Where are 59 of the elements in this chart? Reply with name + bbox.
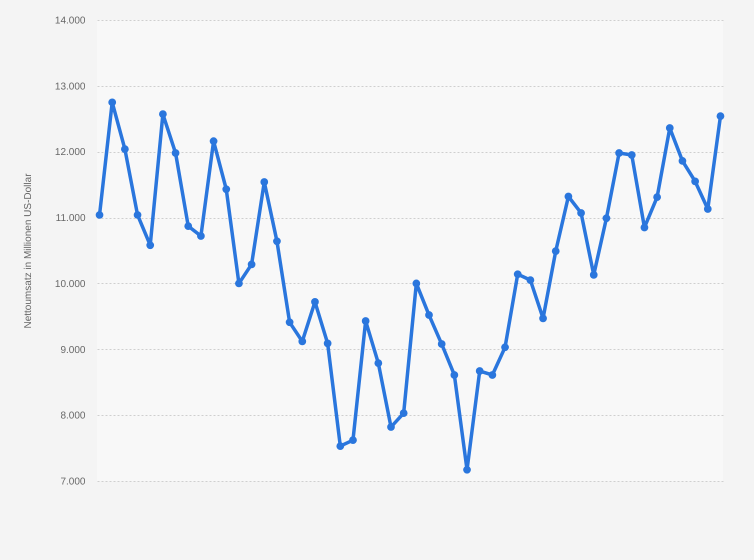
point	[628, 151, 636, 159]
point	[501, 343, 509, 352]
point	[615, 149, 623, 157]
point	[134, 211, 142, 219]
point	[248, 260, 256, 268]
point	[324, 339, 332, 348]
y-tick-label: 11.000	[56, 213, 86, 224]
point	[526, 276, 534, 284]
point	[590, 271, 598, 279]
y-tick-label: 8.000	[60, 410, 86, 422]
point	[564, 192, 572, 200]
point	[425, 311, 433, 319]
point	[678, 157, 686, 165]
point	[286, 318, 294, 326]
point	[514, 270, 522, 278]
point	[159, 110, 167, 118]
point	[602, 214, 610, 222]
point	[184, 222, 192, 230]
point	[704, 205, 712, 213]
point	[640, 224, 648, 232]
point	[691, 177, 699, 186]
point	[235, 280, 243, 288]
point	[362, 317, 370, 325]
point	[260, 178, 268, 186]
point	[336, 442, 344, 450]
y-tick-label: 14.000	[54, 16, 86, 26]
point	[539, 314, 547, 322]
point	[108, 98, 116, 106]
y-tick-label: 12.000	[54, 147, 86, 158]
point	[172, 149, 180, 157]
point	[387, 423, 395, 431]
y-tick-label: 9.000	[60, 344, 86, 356]
point	[374, 359, 382, 367]
point	[146, 241, 154, 250]
point	[273, 237, 281, 246]
point	[463, 466, 471, 474]
point	[400, 409, 408, 418]
y-tick-label: 7.000	[60, 476, 86, 488]
point	[577, 209, 585, 217]
point	[96, 211, 104, 219]
point	[476, 367, 484, 375]
point	[311, 298, 319, 306]
point	[488, 371, 496, 379]
point	[450, 371, 458, 379]
point	[438, 340, 446, 348]
y-tick-label: 13.000	[54, 81, 86, 92]
y-axis-title: Nettoumsatz in Millionen US-Dollar	[22, 172, 34, 329]
y-tick-label: 10.000	[54, 278, 86, 290]
point	[349, 436, 357, 444]
point	[666, 124, 674, 132]
point	[197, 232, 205, 240]
point	[552, 247, 560, 256]
point	[298, 338, 306, 346]
point	[412, 280, 420, 288]
point	[716, 112, 724, 120]
point	[653, 193, 661, 202]
point	[210, 137, 218, 146]
point	[121, 145, 129, 153]
point	[222, 185, 230, 194]
